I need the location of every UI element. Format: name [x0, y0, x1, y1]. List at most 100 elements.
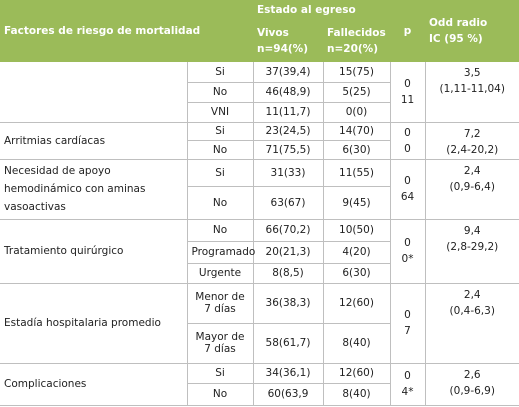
- fallecidos-cell: 12(60): [323, 363, 391, 384]
- p-cell: 0 4*: [390, 363, 426, 406]
- table-row: Si 37(39,4) 15(75) 0 11 3,5 (1,11-11,04): [0, 62, 519, 123]
- header-ic-text: IC (95 %): [429, 33, 483, 45]
- p-value: 0: [404, 370, 411, 382]
- vivos-cell: 11(11,7): [253, 102, 324, 123]
- vivos-cell: 8(8,5): [253, 263, 324, 284]
- p-cell: 0 64: [390, 159, 426, 220]
- option-cell: Menor de 7 días: [187, 283, 254, 324]
- option-cell: Si: [187, 363, 254, 384]
- header-vivos-text: Vivos: [257, 27, 289, 39]
- fallecidos-cell: 15(75): [323, 62, 391, 83]
- p-value: 0: [404, 309, 411, 321]
- odd-value: 9,4: [463, 224, 481, 237]
- table-row: No 63(67) 9(45): [0, 186, 519, 220]
- fallecidos-cell: 0(0): [323, 102, 391, 123]
- p-cell: 0 11: [390, 62, 426, 123]
- header-fallecidos: Fallecidos n=20(%): [323, 20, 390, 62]
- option-cell: Programado: [187, 241, 255, 264]
- fallecidos-cell: 6(30): [323, 140, 391, 160]
- p-value: 0: [404, 142, 411, 155]
- odd-value: 3,5: [463, 67, 481, 79]
- header-fallecidos-text: Fallecidos: [327, 27, 386, 39]
- ic-value: (2,8-29,2): [446, 240, 499, 253]
- table-row: VNI 11(11,7) 0(0): [0, 102, 519, 123]
- vivos-cell: 46(48,9): [253, 82, 324, 103]
- factor-cell: Necesidad de apoyo hemodinámico con amin…: [0, 159, 188, 220]
- vivos-cell: 31(33): [253, 159, 324, 187]
- table-row: Necesidad de apoyo hemodinámico con amin…: [0, 159, 519, 220]
- ic-value: (0,9-6,4): [449, 180, 495, 193]
- ic-value: (1,11-11,04): [439, 83, 505, 95]
- table-row: Mayor de 7 días 58(61,7) 8(40): [0, 323, 519, 364]
- factor-cell: [0, 62, 188, 123]
- p-value: 0*: [401, 253, 414, 265]
- header-odd-text: Odd radio: [429, 17, 488, 29]
- option-cell: No: [187, 82, 254, 103]
- table-row: Arritmias cardíacas Si 23(24,5) 14(70) 0 0 7,2…: [0, 122, 519, 160]
- odd-cell: 2,6 (0,9-6,9): [425, 363, 519, 406]
- option-cell: No: [187, 383, 254, 406]
- option-cell: Si: [187, 62, 254, 83]
- factor-cell: Tratamiento quirúrgico: [0, 219, 188, 284]
- odd-value: 2,4: [463, 288, 481, 301]
- header-vivos-n: n=94(%): [257, 43, 309, 55]
- option-cell: Urgente: [187, 263, 254, 284]
- option-cell: VNI: [187, 102, 254, 123]
- option-cell: No: [187, 186, 254, 220]
- p-cell: 0 0*: [390, 219, 426, 284]
- p-value: 0: [404, 126, 411, 139]
- header-p: p: [390, 0, 425, 62]
- odd-value: 7,2: [463, 127, 481, 140]
- table-row: Complicaciones Si 34(36,1) 12(60) 0 4* 2,6 (0,9…: [0, 363, 519, 406]
- table-body: Si 37(39,4) 15(75) 0 11 3,5 (1,11-11,04) No 46(4…: [0, 62, 519, 406]
- fallecidos-cell: 6(30): [323, 263, 391, 284]
- table-row: Tratamiento quirúrgico No 66(70,2) 10(50) 0 0…: [0, 219, 519, 284]
- header-row: Vivos n=94(%) Fallecidos n=20(%): [0, 20, 519, 62]
- vivos-cell: 66(70,2): [253, 219, 324, 242]
- vivos-cell: 20(21,3): [253, 241, 324, 264]
- fallecidos-cell: 8(40): [323, 383, 391, 406]
- header-estado: Estado al egreso: [253, 0, 390, 20]
- p-value: 64: [400, 191, 415, 203]
- option-cell: Mayor de 7 días: [187, 323, 254, 364]
- fallecidos-cell: 8(40): [323, 323, 391, 364]
- option-cell: No: [187, 140, 254, 160]
- ic-value: (0,4-6,3): [449, 304, 495, 317]
- fallecidos-cell: 11(55): [323, 159, 391, 187]
- header-fallecidos-n: n=20(%): [327, 43, 379, 55]
- odd-cell: 2,4 (0,4-6,3): [425, 283, 519, 364]
- vivos-cell: 36(38,3): [253, 283, 324, 324]
- odd-cell: 9,4 (2,8-29,2): [425, 219, 519, 284]
- header-factor: Factores de riesgo de mortalidad: [0, 0, 253, 62]
- table-row: No 71(75,5) 6(30): [0, 140, 519, 160]
- odd-cell: 7,2 (2,4-20,2): [425, 122, 519, 160]
- fallecidos-cell: 12(60): [323, 283, 391, 324]
- option-cell: Si: [187, 122, 254, 141]
- option-cell: Si: [187, 159, 254, 187]
- p-value: 0: [404, 175, 411, 187]
- vivos-cell: 23(24,5): [253, 122, 324, 141]
- factor-cell: Estadía hospitalaria promedio: [0, 283, 188, 364]
- header-vivos: Vivos n=94(%): [253, 20, 323, 62]
- option-cell: No: [187, 219, 254, 242]
- vivos-cell: 60(63,9: [253, 383, 324, 406]
- vivos-cell: 71(75,5): [253, 140, 324, 160]
- table-header: Factores de riesgo de mortalidad Estado …: [0, 0, 519, 62]
- factor-cell: Complicaciones: [0, 363, 188, 406]
- header-odd: Odd radio IC (95 %): [425, 0, 519, 62]
- odd-cell: 2,4 (0,9-6,4): [425, 159, 519, 220]
- fallecidos-cell: 5(25): [323, 82, 391, 103]
- vivos-cell: 34(36,1): [253, 363, 324, 384]
- odd-value: 2,4: [463, 164, 481, 177]
- vivos-cell: 58(61,7): [253, 323, 324, 364]
- p-value: 4*: [401, 386, 414, 398]
- odd-cell: 3,5 (1,11-11,04): [425, 62, 519, 123]
- factor-cell: Arritmias cardíacas: [0, 122, 188, 160]
- table-row: Programado 20(21,3) 4(20): [0, 241, 519, 264]
- p-value: 11: [400, 93, 415, 106]
- p-value: 0: [404, 237, 411, 249]
- p-value: 7: [404, 325, 411, 337]
